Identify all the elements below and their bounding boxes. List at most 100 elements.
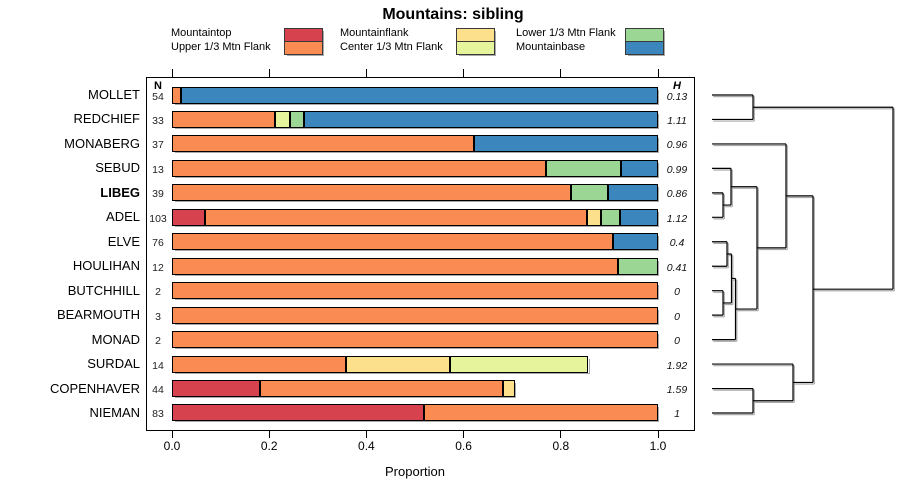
n-value: 3 — [155, 310, 161, 323]
n-value: 103 — [149, 212, 167, 225]
legend-label: Mountainbase — [516, 40, 586, 53]
h-value: 1.11 — [667, 114, 687, 127]
bar-segment — [613, 233, 658, 251]
bar-segment — [260, 380, 504, 398]
bar-segment — [620, 159, 658, 177]
bar-segment — [172, 404, 424, 422]
bar-segment — [172, 257, 618, 275]
x-axis-label: Proportion — [385, 464, 445, 479]
legend-swatch — [284, 41, 323, 55]
row-label-monad: MONAD — [91, 331, 140, 347]
h-value: 0.41 — [666, 261, 688, 274]
h-value: 0.4 — [669, 237, 685, 250]
bar-segment — [275, 110, 290, 128]
row-label-sebud: SEBUD — [95, 160, 140, 176]
n-column-header: N — [154, 80, 162, 92]
bar-mollet — [172, 86, 658, 104]
h-value: 1.12 — [666, 212, 688, 225]
bar-segment — [181, 86, 658, 104]
row-label-libeg: LIBEG — [100, 184, 140, 200]
x-tick-bottom — [365, 431, 367, 438]
row-label-bearmouth: BEARMOUTH — [56, 307, 140, 323]
x-tick-label: 1.0 — [649, 439, 667, 453]
bar-segment — [172, 208, 206, 226]
row-label-houlihan: HOULIHAN — [72, 258, 140, 274]
x-tick-label: 0.4 — [358, 439, 375, 453]
bar-bearmouth — [172, 306, 658, 324]
bar-segment — [570, 184, 608, 202]
n-value: 2 — [155, 335, 161, 348]
x-tick-label: 0.0 — [163, 439, 181, 453]
bar-segment — [172, 184, 571, 202]
bar-segment — [172, 135, 475, 153]
x-tick-top — [560, 69, 562, 77]
dendrogram-lines — [713, 96, 895, 416]
bar-segment — [617, 257, 658, 275]
row-label-butchhill: BUTCHHILL — [67, 282, 140, 298]
bar-monad — [172, 331, 658, 349]
x-tick-top — [365, 69, 367, 77]
h-value: 0.99 — [666, 163, 688, 176]
h-value: 0.13 — [666, 90, 688, 103]
bar-segment — [620, 208, 658, 226]
n-value: 12 — [152, 261, 164, 274]
row-label-copenhaver: COPENHAVER — [49, 380, 140, 396]
x-tick-label: 0.6 — [455, 439, 472, 453]
bar-segment — [503, 380, 515, 398]
bar-segment — [172, 110, 276, 128]
bar-segment — [172, 331, 658, 349]
x-tick-bottom — [268, 431, 270, 438]
bar-redchief — [172, 110, 658, 128]
bar-monaberg — [172, 135, 658, 153]
bar-butchhill — [172, 282, 658, 300]
bar-segment — [289, 110, 305, 128]
bar-segment — [423, 404, 658, 422]
x-tick-bottom — [463, 431, 465, 438]
x-tick-top — [171, 69, 173, 77]
bar-segment — [205, 208, 588, 226]
row-label-adel: ADEL — [106, 209, 140, 225]
legend-label: Mountainflank — [340, 27, 409, 39]
row-label-surdal: SURDAL — [87, 356, 140, 372]
x-tick-bottom — [657, 431, 659, 438]
h-value: 1.59 — [666, 384, 688, 397]
x-tick-bottom — [560, 431, 562, 438]
bar-nieman — [172, 404, 658, 422]
x-tick-top — [268, 69, 270, 77]
legend-swatch-stack — [284, 28, 323, 55]
bar-segment — [172, 233, 614, 251]
n-value: 39 — [152, 188, 164, 201]
bar-houlihan — [172, 257, 658, 275]
bar-segment — [172, 159, 546, 177]
x-tick-top — [657, 69, 659, 77]
legend-label: Center 1/3 Mtn Flank — [340, 40, 443, 53]
bar-segment — [601, 208, 621, 226]
n-value: 76 — [152, 237, 164, 250]
bar-segment — [172, 282, 658, 300]
bar-segment — [345, 355, 450, 373]
x-tick-label: 0.2 — [260, 439, 278, 453]
bar-libeg — [172, 184, 658, 202]
n-value: 44 — [152, 384, 164, 397]
chart-title: Mountains: sibling — [382, 6, 524, 23]
bar-segment — [172, 86, 182, 104]
h-value: 1.92 — [666, 359, 688, 372]
bar-segment — [172, 306, 658, 324]
bar-segment — [474, 135, 658, 153]
n-value: 83 — [152, 408, 164, 421]
h-value: 0 — [674, 335, 680, 348]
bar-segment — [545, 159, 621, 177]
h-value: 0 — [674, 310, 680, 323]
bar-segment — [587, 208, 602, 226]
legend-label: Mountaintop — [171, 27, 232, 39]
bar-segment — [172, 380, 261, 398]
bar-segment — [607, 184, 658, 202]
h-value: 0.96 — [666, 139, 688, 152]
h-value: 1 — [674, 408, 680, 421]
row-label-mollet: MOLLET — [87, 87, 140, 102]
bar-adel — [172, 208, 658, 226]
row-label-monaberg: MONABERG — [64, 135, 140, 151]
legend-swatch — [456, 41, 495, 55]
